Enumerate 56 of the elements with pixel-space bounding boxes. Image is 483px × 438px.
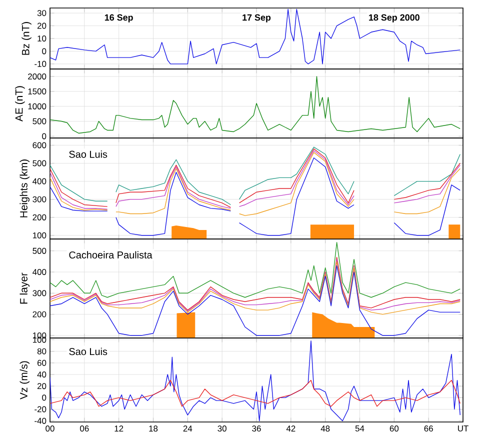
y-tick-label: 1500: [28, 88, 46, 94]
y-tick-label: 0: [42, 48, 46, 54]
annotation: 18 Sep 2000: [369, 14, 420, 22]
x-tick-label: 42: [286, 426, 296, 432]
y-tick-label: 2000: [28, 73, 46, 80]
x-tick-label: 00: [46, 426, 54, 432]
y-tick-label: 500: [32, 118, 46, 124]
line-series: [50, 380, 460, 407]
y-tick-label: 1000: [28, 103, 46, 110]
y-tick-label: -40: [34, 418, 46, 424]
y-tick-label: 500: [32, 248, 46, 254]
y-tick-label: 100: [32, 336, 46, 343]
x-tick-label: 66: [424, 426, 433, 432]
y-tick-label: 30: [37, 10, 46, 16]
y-tick-label: 400: [32, 178, 46, 184]
x-tick-label: 24: [183, 426, 192, 432]
y-tick-label: 400: [32, 269, 46, 275]
y-tick-label: 60: [38, 360, 46, 366]
text: Cachoeira Paulista: [69, 251, 152, 258]
text: Sao Luis: [69, 348, 108, 356]
x-tick-label: 48: [320, 426, 330, 432]
x-tick-label: 12: [114, 426, 124, 432]
x-tick-label: 18: [149, 426, 158, 432]
y-axis-title: Bz (nT): [22, 22, 32, 55]
line-series: [50, 340, 460, 422]
y-axis-title: F layer: [20, 272, 30, 304]
y-tick-label: -10: [34, 60, 46, 67]
y-tick-label: 100: [32, 232, 46, 238]
y-tick-label: 80: [37, 348, 46, 354]
y-axis-title: Vz (m/s): [20, 361, 30, 400]
y-tick-label: 300: [32, 196, 46, 202]
y-tick-label: 200: [32, 214, 46, 220]
x-tick-label: 30: [218, 426, 226, 432]
y-tick-label: 0: [42, 133, 46, 140]
y-tick-label: 200: [32, 311, 46, 318]
text: Sao Luis: [69, 150, 108, 158]
y-tick-label: 10: [38, 36, 46, 42]
y-tick-label: 0: [42, 394, 46, 401]
x-tick-label: 54: [355, 426, 364, 432]
y-tick-label: -20: [34, 406, 46, 412]
y-tick-label: 20: [37, 22, 46, 29]
y-tick-label: 20: [37, 383, 46, 390]
y-axis-title: AE (nT): [15, 86, 25, 122]
annotation: 16 Sep: [104, 14, 133, 22]
x-tick-label: 06: [80, 426, 89, 432]
x-tick-label: UT: [458, 426, 468, 432]
y-tick-label: 500: [32, 160, 46, 166]
y-tick-label: 40: [37, 372, 46, 378]
y-axis-title: Heights (km): [20, 160, 30, 218]
annotation: 17 Sep: [242, 14, 271, 22]
y-tick-label: 600: [32, 142, 46, 148]
line-series: [50, 76, 460, 134]
y-tick-label: 100: [32, 332, 46, 338]
x-tick-label: 36: [252, 426, 261, 432]
y-tick-label: 300: [32, 290, 46, 296]
x-tick-label: 60: [390, 426, 399, 432]
